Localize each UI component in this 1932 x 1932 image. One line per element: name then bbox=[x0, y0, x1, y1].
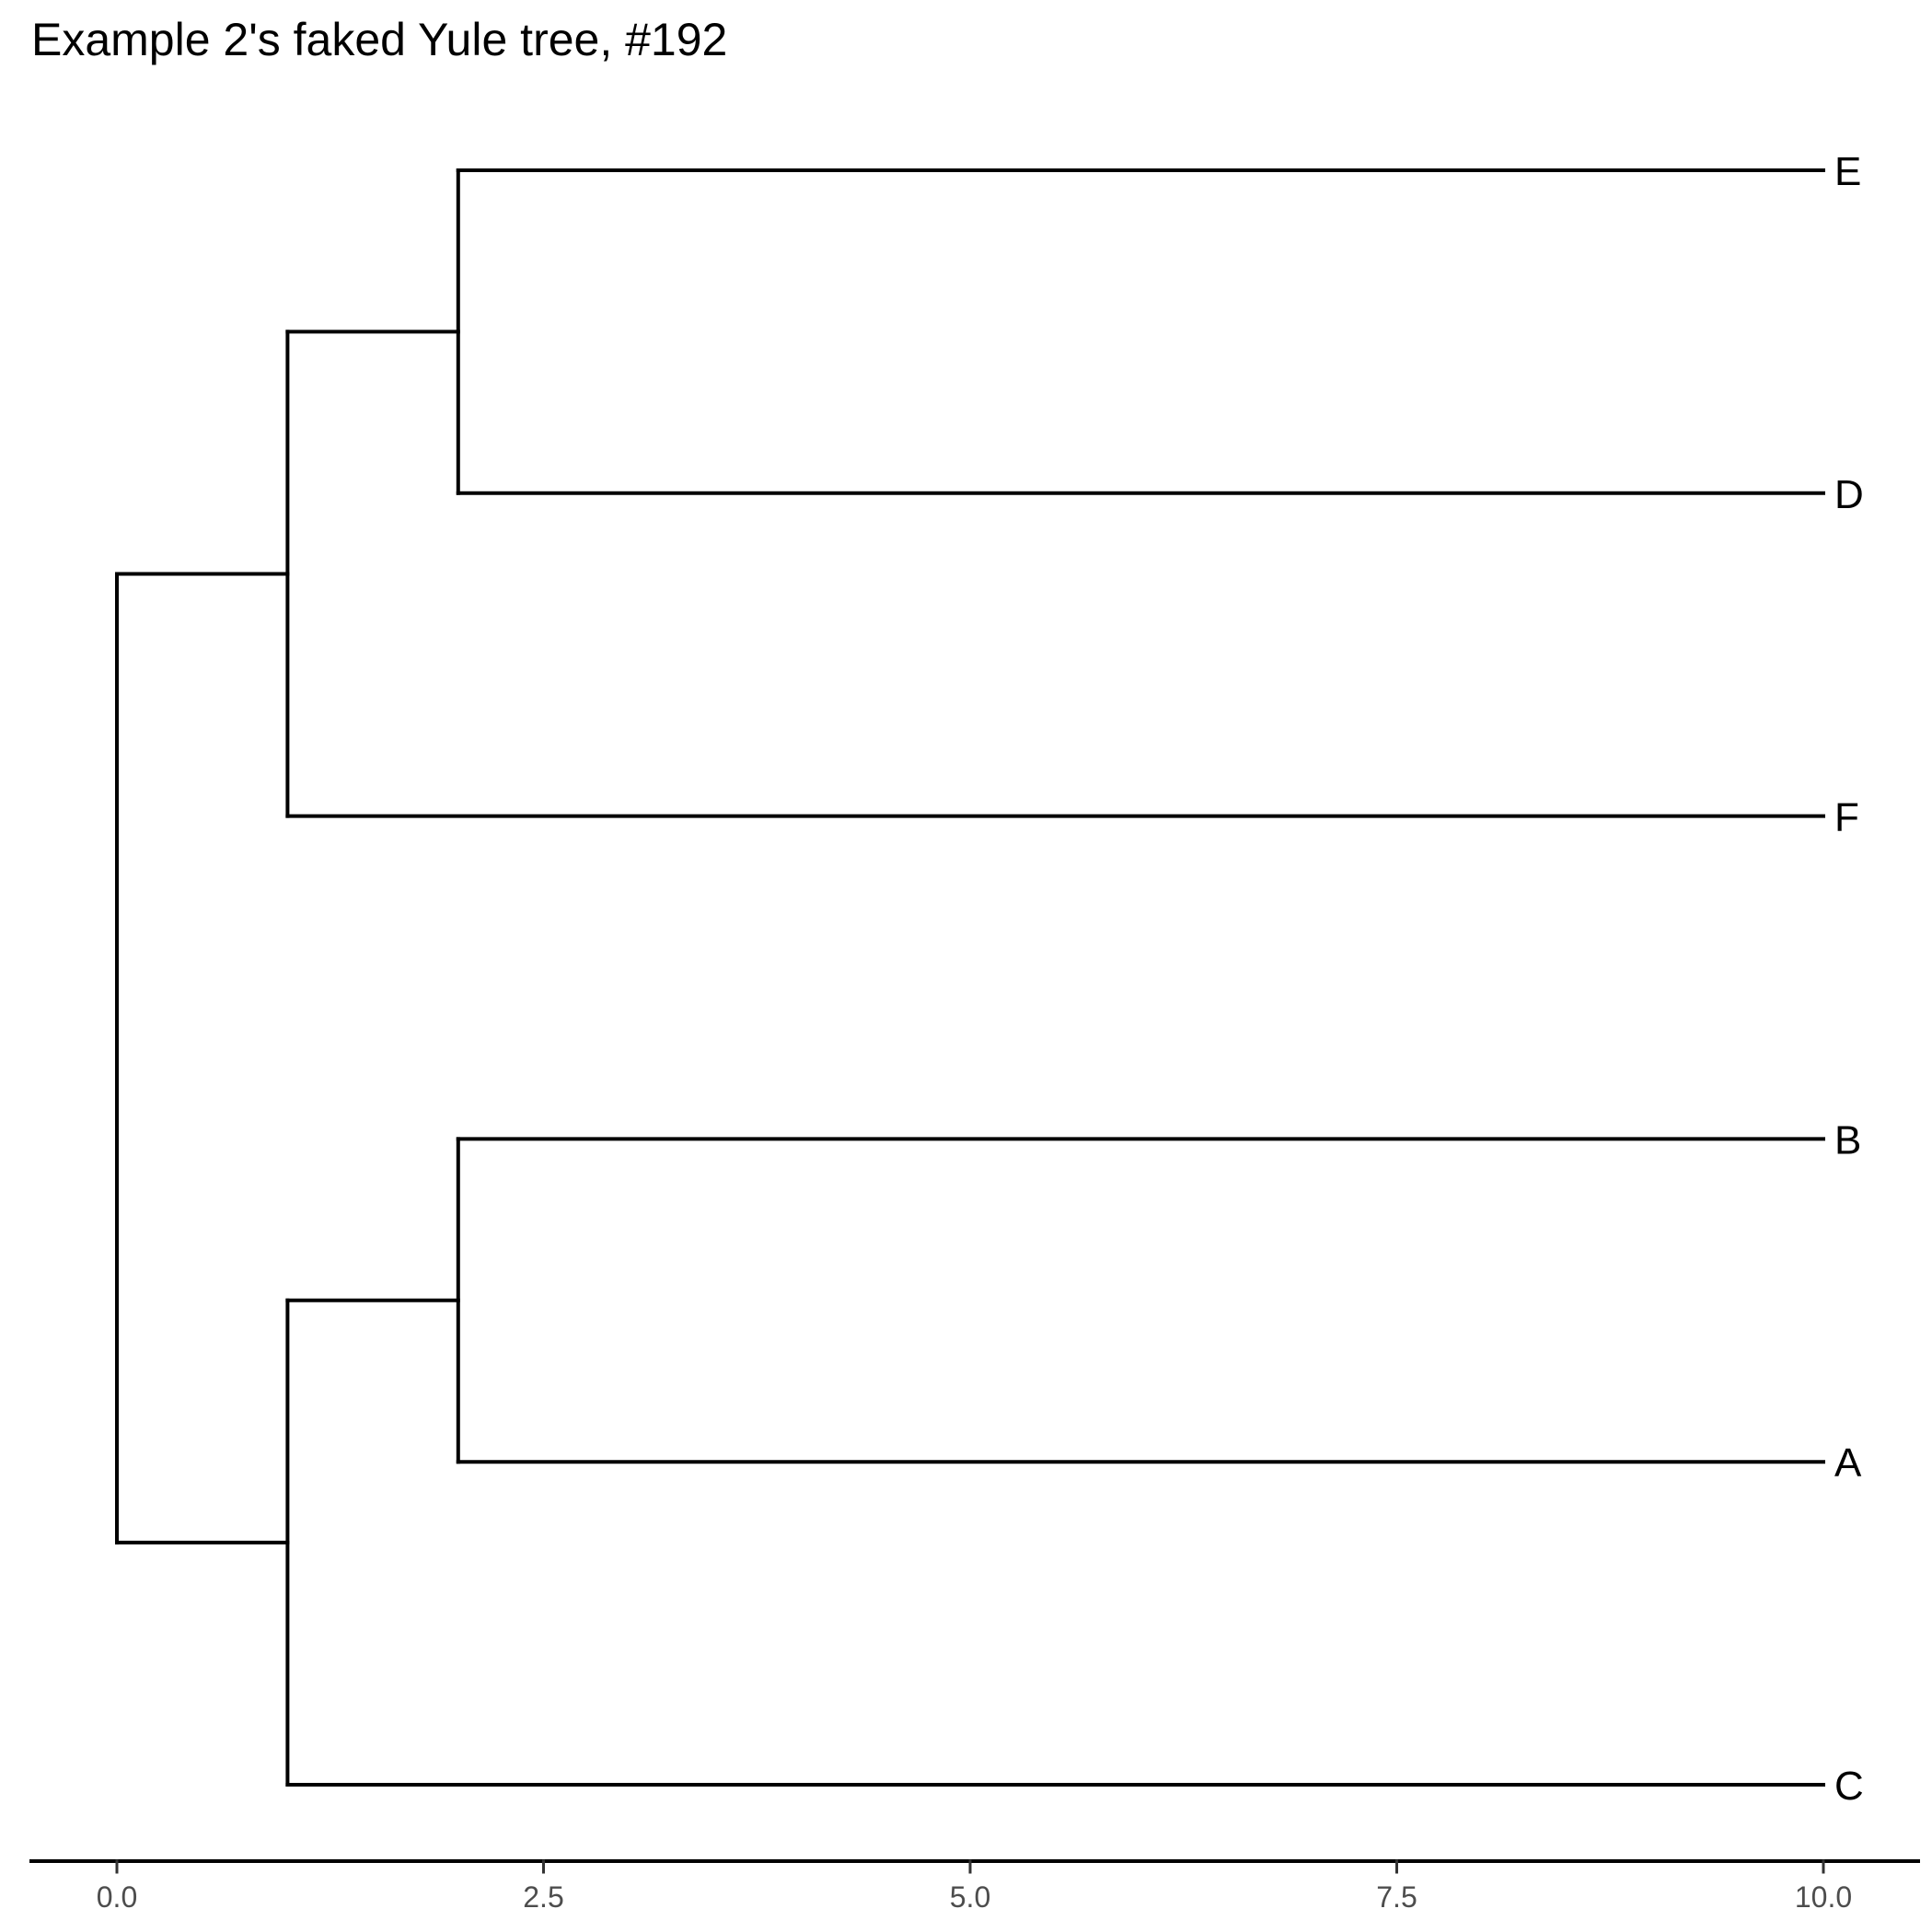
tip-label-F: F bbox=[1834, 795, 1859, 840]
branches-layer bbox=[115, 168, 1825, 1787]
x-tick-label-2: 5.0 bbox=[950, 1880, 990, 1914]
tip-label-B: B bbox=[1834, 1117, 1861, 1163]
x-tick-label-3: 7.5 bbox=[1376, 1880, 1417, 1914]
x-tick-label-1: 2.5 bbox=[523, 1880, 563, 1914]
tip-label-C: C bbox=[1834, 1764, 1864, 1809]
chart-title: Example 2's faked Yule tree, #192 bbox=[31, 14, 728, 65]
tip-labels-layer: E D F B A C bbox=[1834, 149, 1864, 1809]
tip-label-E: E bbox=[1834, 149, 1861, 194]
tip-label-D: D bbox=[1834, 472, 1864, 517]
x-axis: 0.0 2.5 5.0 7.5 10.0 bbox=[29, 1859, 1920, 1914]
x-tick-label-0: 0.0 bbox=[97, 1880, 137, 1914]
x-tick-label-4: 10.0 bbox=[1795, 1880, 1852, 1914]
tip-label-A: A bbox=[1834, 1440, 1862, 1486]
